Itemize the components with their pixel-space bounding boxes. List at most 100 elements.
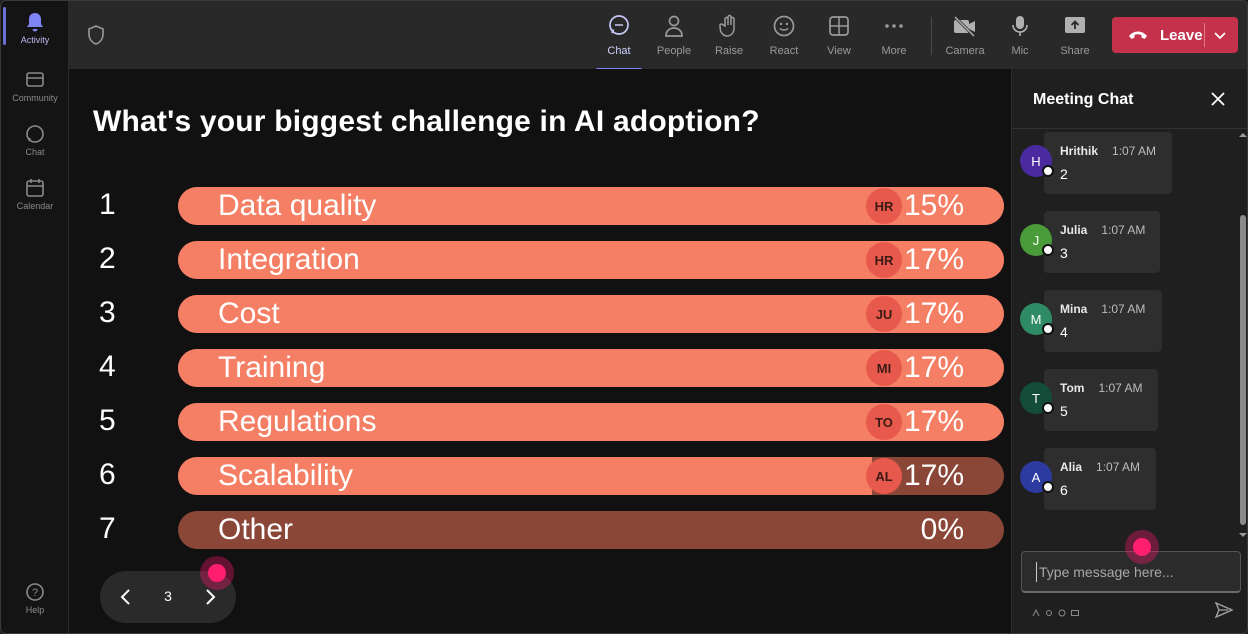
- toolbar-label: People: [656, 45, 692, 57]
- message-bubble: Julia 1:07 AM 3: [1044, 211, 1160, 273]
- toolbar-label: Chat: [607, 45, 631, 57]
- mic-icon: [1007, 13, 1033, 39]
- rail-item-chat[interactable]: Chat: [1, 113, 69, 163]
- page-number: 3: [164, 588, 172, 604]
- message-timestamp: 1:07 AM: [1101, 302, 1146, 316]
- presence-status-icon: [1042, 323, 1054, 335]
- poll-option-bar[interactable]: Integration HR 17%: [178, 241, 1004, 279]
- option-number: 3: [99, 296, 116, 329]
- chat-message[interactable]: Hrithik 1:07 AM 2 H: [1020, 132, 1220, 196]
- toolbar-raise-button[interactable]: Raise: [702, 9, 756, 65]
- poll-option-bar[interactable]: Training MI 17%: [178, 349, 1004, 387]
- scroll-thumb[interactable]: [1240, 215, 1246, 525]
- poll-option-label: Scalability: [218, 459, 354, 492]
- close-icon[interactable]: [1210, 91, 1226, 107]
- toolbar-view-button[interactable]: View: [812, 9, 866, 65]
- share-icon: [1062, 13, 1088, 39]
- voter-avatar: JU: [866, 296, 902, 332]
- shield-icon[interactable]: [87, 25, 107, 47]
- chat-message[interactable]: Alia 1:07 AM 6 A: [1020, 448, 1220, 512]
- voter-avatar: HR: [866, 188, 902, 224]
- leave-button[interactable]: Leave: [1112, 17, 1238, 53]
- rail-item-help[interactable]: ? Help: [1, 571, 69, 621]
- camera-off-icon: [952, 13, 978, 39]
- chat-message[interactable]: Julia 1:07 AM 3 J: [1020, 211, 1220, 275]
- leave-label: Leave: [1160, 26, 1203, 44]
- send-icon[interactable]: [1215, 601, 1233, 619]
- presence-status-icon: [1042, 165, 1054, 177]
- gif-icon[interactable]: [1071, 604, 1079, 616]
- poll-question: What's your biggest challenge in AI adop…: [93, 105, 760, 138]
- poll-option-bar[interactable]: Data quality HR 15%: [178, 187, 1004, 225]
- chat-icon: [24, 123, 46, 145]
- chevron-right-icon[interactable]: [200, 587, 220, 607]
- chat-scrollbar[interactable]: [1238, 131, 1247, 543]
- toolbar-label: Raise: [714, 45, 744, 57]
- message-bubble: Mina 1:07 AM 4: [1044, 290, 1162, 352]
- poll-option-bar[interactable]: Other 0%: [178, 511, 1004, 549]
- calendar-icon: [24, 177, 46, 199]
- poll-option-label: Data quality: [218, 189, 377, 222]
- format-icon[interactable]: [1032, 604, 1040, 617]
- poll-option-bar[interactable]: Cost JU 17%: [178, 295, 1004, 333]
- chat-message[interactable]: Mina 1:07 AM 4 M: [1020, 290, 1220, 354]
- click-indicator: [1125, 530, 1159, 564]
- poll-option-percent: 17%: [903, 405, 964, 438]
- svg-text:?: ?: [32, 587, 38, 599]
- toolbar-chat-button[interactable]: Chat: [592, 9, 646, 71]
- message-timestamp: 1:07 AM: [1101, 223, 1146, 237]
- option-number: 7: [99, 512, 116, 545]
- rail-label-activity: Activity: [20, 35, 50, 45]
- toolbar-react-button[interactable]: React: [757, 9, 811, 65]
- toolbar-share-button[interactable]: Share: [1048, 9, 1102, 65]
- option-number: 2: [99, 242, 116, 275]
- toolbar-label: React: [769, 45, 799, 57]
- message-bubble: Alia 1:07 AM 6: [1044, 448, 1156, 510]
- community-icon: [24, 69, 46, 91]
- message-timestamp: 1:07 AM: [1096, 460, 1141, 474]
- message-text: 2: [1060, 166, 1068, 182]
- message-timestamp: 1:07 AM: [1112, 144, 1157, 158]
- poll-option-label: Integration: [218, 243, 360, 276]
- bell-icon: [24, 11, 46, 33]
- chat-message[interactable]: Tom 1:07 AM 5 T: [1020, 369, 1220, 433]
- poll-option-bar[interactable]: Regulations TO 17%: [178, 403, 1004, 441]
- toolbar-label: Camera: [945, 45, 985, 57]
- message-bubble: Tom 1:07 AM 5: [1044, 369, 1158, 431]
- voter-avatar: MI: [866, 350, 902, 386]
- people-icon: [661, 13, 687, 39]
- smiley-icon: [771, 13, 797, 39]
- poll-option-fill: [178, 457, 872, 495]
- poll-option-bar[interactable]: Scalability AL 17%: [178, 457, 1004, 495]
- message-input[interactable]: [1036, 562, 1226, 582]
- meeting-toolbar: Chat People Raise React View: [69, 1, 1247, 71]
- toolbar-divider: [931, 17, 932, 55]
- option-number: 1: [99, 188, 116, 221]
- scroll-up-icon[interactable]: [1239, 131, 1247, 139]
- click-indicator: [200, 556, 234, 590]
- left-rail: Activity Community Chat Calendar ? Help: [1, 1, 69, 633]
- message-compose-box[interactable]: [1021, 551, 1241, 593]
- chevron-down-icon[interactable]: [1212, 27, 1228, 43]
- message-timestamp: 1:07 AM: [1098, 381, 1143, 395]
- chat-title: Meeting Chat: [1033, 91, 1134, 108]
- toolbar-mic-button[interactable]: Mic: [993, 9, 1047, 65]
- toolbar-camera-button[interactable]: Camera: [938, 9, 992, 65]
- raise-hand-icon: [716, 13, 742, 39]
- message-text: 3: [1060, 245, 1068, 261]
- toolbar-people-button[interactable]: People: [647, 9, 701, 65]
- chevron-left-icon[interactable]: [116, 587, 136, 607]
- rail-item-activity[interactable]: Activity: [1, 1, 69, 51]
- poll-option-label: Training: [218, 351, 326, 384]
- emoji-icon[interactable]: [1058, 604, 1066, 617]
- leave-divider: [1204, 23, 1205, 47]
- rail-item-calendar[interactable]: Calendar: [1, 167, 69, 217]
- toolbar-more-button[interactable]: More: [867, 9, 921, 65]
- rail-item-community[interactable]: Community: [1, 59, 69, 109]
- attach-icon[interactable]: [1045, 604, 1053, 616]
- toolbar-label: Mic: [1011, 45, 1029, 57]
- rail-label-calendar: Calendar: [16, 201, 54, 211]
- grid-icon: [826, 13, 852, 39]
- more-icon: [881, 13, 907, 39]
- scroll-down-icon[interactable]: [1239, 531, 1247, 539]
